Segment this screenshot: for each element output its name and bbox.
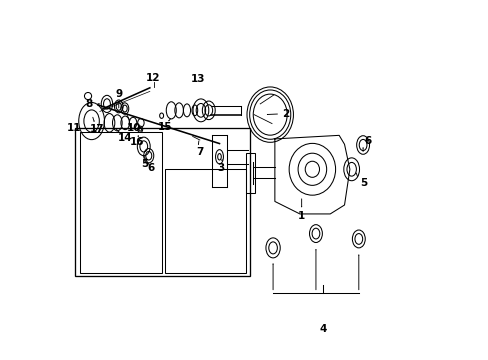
Text: 10: 10: [127, 123, 142, 133]
Text: 9: 9: [115, 89, 122, 99]
Text: 16: 16: [130, 138, 144, 148]
Text: 7: 7: [196, 147, 203, 157]
Text: 12: 12: [146, 73, 161, 83]
Text: 1: 1: [297, 211, 305, 221]
Text: 4: 4: [319, 324, 326, 334]
Bar: [246, 153, 255, 193]
Text: 5: 5: [360, 177, 367, 188]
Text: 6: 6: [147, 163, 154, 173]
Text: 11: 11: [66, 123, 81, 133]
Text: 5: 5: [141, 158, 148, 168]
Text: 8: 8: [85, 99, 93, 109]
Bar: [80, 132, 162, 273]
Text: 15: 15: [158, 122, 172, 132]
Text: 3: 3: [217, 163, 224, 173]
Text: 14: 14: [117, 133, 132, 143]
Text: 13: 13: [190, 74, 205, 84]
Bar: [75, 128, 249, 276]
Text: 6: 6: [364, 136, 370, 146]
Text: 2: 2: [282, 109, 288, 119]
Bar: [165, 169, 245, 273]
Text: 17: 17: [90, 123, 104, 134]
